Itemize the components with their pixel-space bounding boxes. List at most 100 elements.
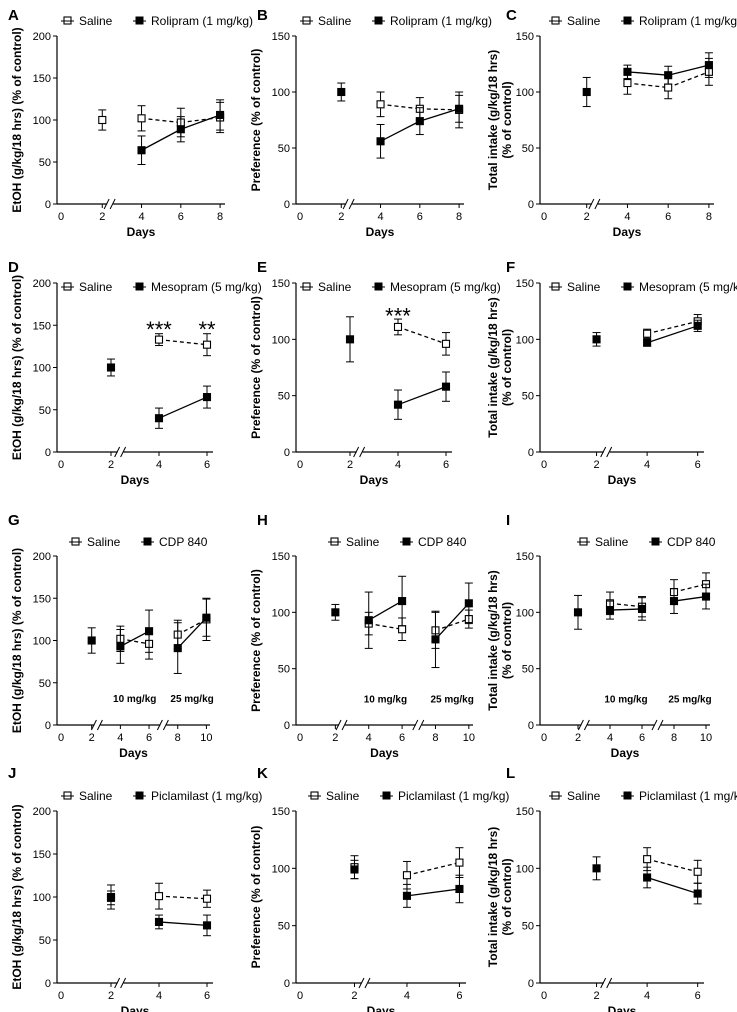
legend-drug-label: Piclamilast (1 mg/kg): [151, 789, 262, 803]
significance-marker: ***: [385, 303, 411, 328]
y-tick-label: 0: [528, 978, 534, 990]
series-line-drug: [627, 71, 669, 76]
data-point-saline: [455, 858, 464, 867]
y-tick-label: 150: [516, 806, 534, 818]
data-point-drug: [350, 865, 359, 874]
x-tick-label: 6: [204, 459, 210, 471]
dose-label: 25 mg/kg: [668, 694, 711, 705]
dose-label: 10 mg/kg: [364, 694, 407, 705]
y-axis-title: Preference (% of control): [249, 826, 263, 969]
axis-break-mark: [120, 446, 127, 458]
legend-saline-label: Saline: [87, 535, 121, 549]
x-axis-title: Days: [366, 225, 395, 239]
panel-e: E 0 50 100 150 0 2 4 6 Days Preference (% of contr…: [249, 259, 501, 487]
dose-label: 25 mg/kg: [170, 694, 213, 705]
data-point-saline: [623, 78, 632, 88]
y-axis-title: EtOH (g/kg/18 hrs) (% of control): [10, 804, 24, 989]
x-axis-title: Days: [121, 473, 150, 487]
series-line-drug: [419, 108, 460, 122]
data-point-drug: [464, 599, 473, 608]
x-tick-label: 6: [665, 211, 671, 223]
legend-saline-label: Saline: [79, 14, 113, 28]
series-line-drug: [434, 602, 470, 640]
y-tick-label: 200: [33, 278, 51, 290]
x-tick-label: 4: [366, 732, 372, 744]
y-tick-label: 0: [528, 720, 534, 732]
y-tick-label: 100: [272, 334, 290, 346]
x-tick-label: 4: [395, 459, 401, 471]
data-point-saline: [376, 100, 385, 109]
series-line-drug: [673, 595, 707, 602]
y-tick-label: 100: [516, 334, 534, 346]
y-axis-title: Total intake (g/kg/18 hrs): [486, 297, 500, 437]
x-tick-label: 8: [706, 211, 712, 223]
y-tick-label: 150: [272, 31, 290, 43]
panel-b: B 0 50 100 150 0 2 4 6 8 Days Preference (% of cont…: [249, 7, 492, 239]
data-point-saline: [402, 871, 412, 880]
y-tick-label: 50: [39, 935, 51, 947]
x-tick-label: 0: [297, 732, 303, 744]
legend-drug-marker: [135, 16, 144, 25]
y-tick-label: 150: [33, 73, 51, 85]
data-point-drug: [582, 87, 591, 97]
y-tick-label: 200: [33, 806, 51, 818]
x-axis-title: Days: [611, 746, 640, 760]
data-point-saline: [398, 625, 407, 634]
data-point-drug: [455, 104, 464, 113]
y-tick-label: 150: [516, 278, 534, 290]
y-axis-title: Total intake (g/kg/18 hrs): [486, 827, 500, 967]
y-tick-label: 100: [516, 87, 534, 99]
axis-break-mark: [341, 719, 348, 731]
x-axis-title: Days: [360, 473, 389, 487]
axis-break-mark: [120, 977, 127, 989]
data-point-drug: [137, 146, 146, 155]
legend-drug-label: Piclamilast (1 mg/kg): [639, 789, 737, 803]
y-tick-label: 150: [33, 593, 51, 605]
series-line-saline: [120, 638, 150, 645]
x-tick-label: 2: [351, 990, 357, 1002]
y-tick-label: 50: [522, 391, 534, 403]
panel-label: H: [257, 512, 268, 529]
x-tick-label: 6: [695, 990, 701, 1002]
x-tick-label: 2: [347, 459, 353, 471]
series-line-drug: [368, 600, 403, 621]
series-line-saline: [158, 338, 208, 346]
series-line-saline: [667, 71, 710, 89]
x-tick-label: 4: [138, 211, 144, 223]
panel-j: J 0 50 100 150 200 0 2 4 6 Days EtOH (g/kg/18 hrs) …: [8, 765, 262, 1012]
x-axis-title: Days: [121, 1004, 150, 1012]
legend-drug-marker: [374, 282, 383, 291]
series-line-saline: [177, 618, 207, 636]
series-line-saline: [609, 602, 643, 608]
panel-i: I 0 50 100 150 0 2 4 6 8 10 Days Total intake (g/kg/…: [486, 512, 716, 760]
y-tick-label: 50: [39, 678, 51, 690]
panel-d: D 0 50 100 150 200 0 2 4 6 Days EtOH (g/kg/18 hrs) …: [8, 259, 262, 487]
y-tick-label: 100: [33, 636, 51, 648]
data-point-drug: [441, 382, 451, 391]
x-tick-label: 0: [58, 459, 64, 471]
y-tick-label: 50: [522, 921, 534, 933]
y-tick-label: 0: [45, 447, 51, 459]
y-tick-label: 0: [284, 720, 290, 732]
x-tick-label: 2: [332, 732, 338, 744]
data-point-drug: [176, 125, 185, 134]
data-point-drug: [87, 636, 96, 645]
series-line-drug: [158, 396, 208, 419]
data-point-drug: [623, 67, 632, 76]
series-line-saline: [397, 326, 447, 345]
data-point-drug: [202, 613, 211, 622]
y-tick-label: 150: [272, 278, 290, 290]
legend-saline-label: Saline: [326, 789, 360, 803]
series-line-drug: [609, 608, 643, 611]
legend-drug-marker: [143, 537, 152, 546]
x-tick-label: 6: [639, 732, 645, 744]
y-tick-label: 50: [278, 921, 290, 933]
y-tick-label: 100: [33, 115, 51, 127]
series-line-saline: [627, 82, 669, 89]
legend-drug-marker: [623, 791, 632, 800]
series-line-drug: [406, 888, 460, 897]
series-line-saline: [646, 320, 698, 335]
data-point-saline: [154, 335, 164, 344]
data-point-drug: [592, 335, 601, 344]
axis-break-mark: [364, 977, 371, 989]
